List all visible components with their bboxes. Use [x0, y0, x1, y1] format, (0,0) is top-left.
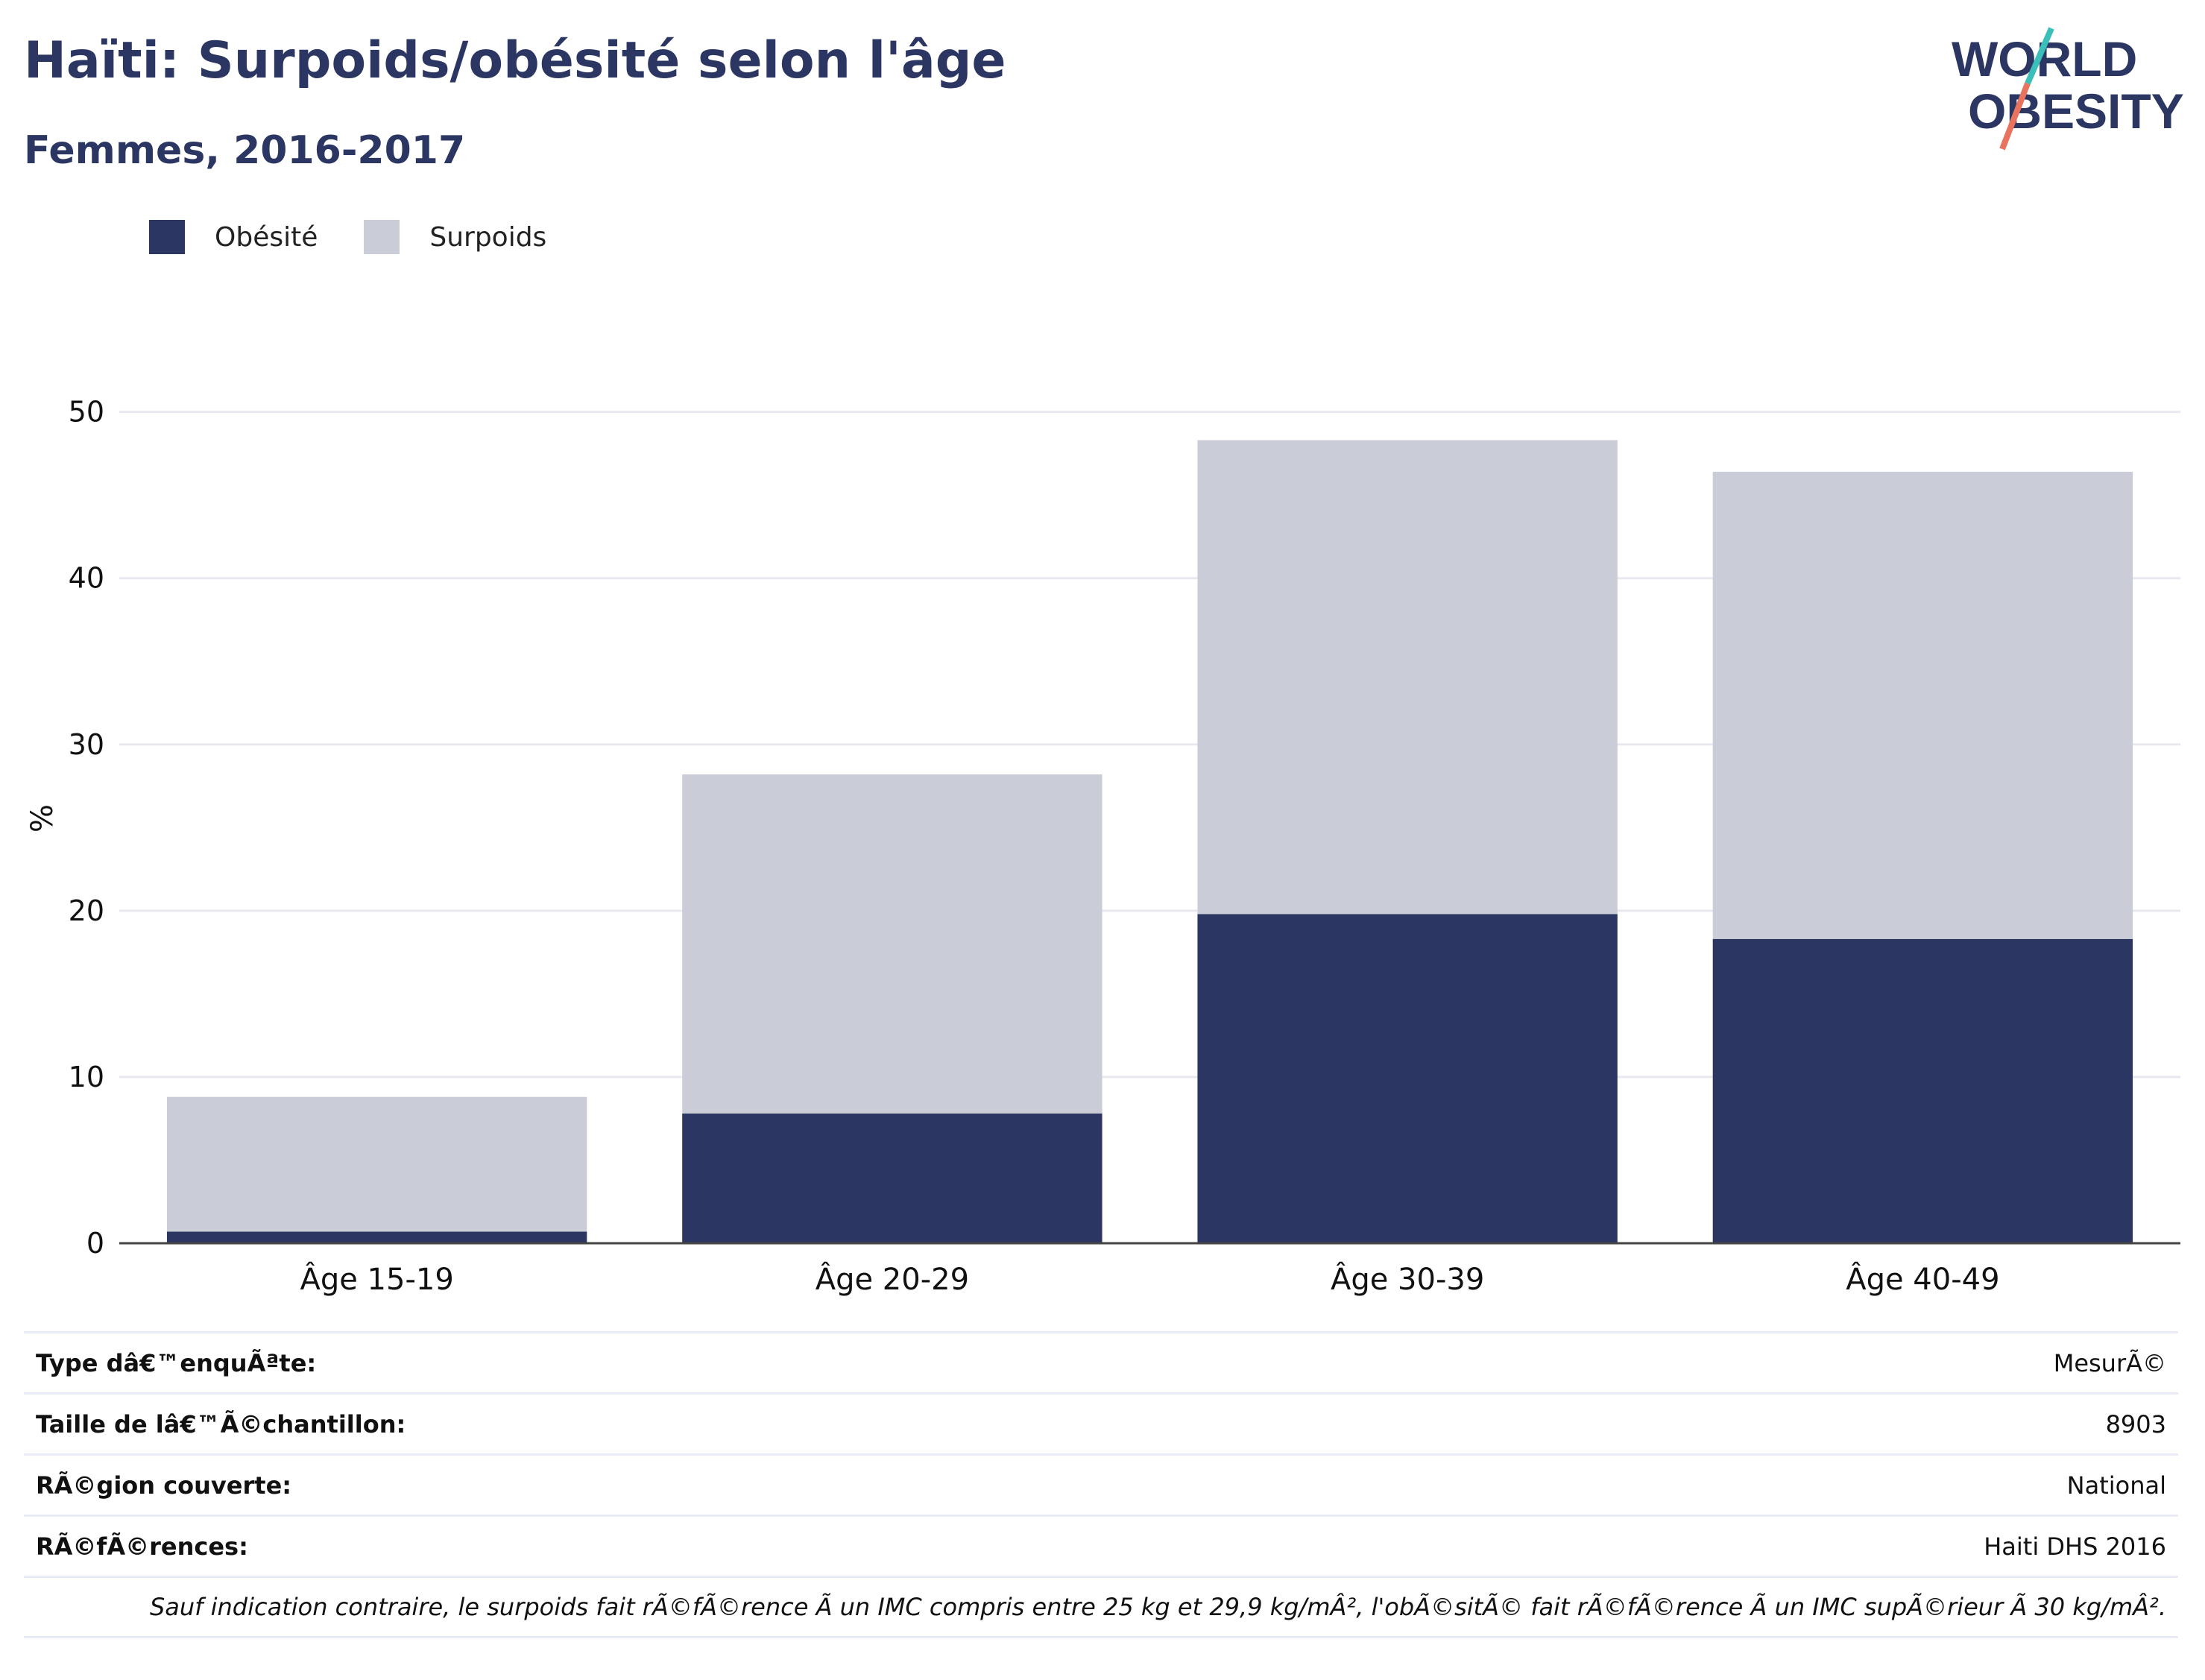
y-tick-label: 40: [69, 562, 104, 595]
meta-label: RÃ©gion couverte:: [36, 1471, 292, 1500]
meta-row-survey-type: Type dâ€™enquÃªte: MesurÃ©: [24, 1331, 2178, 1392]
y-tick-label: 20: [69, 894, 104, 927]
x-tick-label: Âge 40-49: [1846, 1261, 1999, 1297]
legend-swatch-overweight: [364, 220, 400, 254]
legend-swatch-obesity: [149, 220, 185, 254]
meta-value: MesurÃ©: [2053, 1348, 2166, 1377]
legend-item-overweight[interactable]: Surpoids: [364, 220, 546, 254]
bar-overweight: [1712, 471, 2133, 939]
y-axis-label: %: [25, 804, 60, 833]
legend-label-obesity: Obésité: [215, 221, 318, 253]
bar-obesity: [1712, 938, 2133, 1243]
bar-overweight: [1197, 440, 1618, 915]
bar-obesity: [166, 1231, 587, 1243]
meta-label: Taille de lâ€™Ã©chantillon:: [36, 1409, 406, 1439]
chart-title: Haïti: Surpoids/obésité selon l'âge: [24, 31, 1006, 90]
bar-overweight: [682, 774, 1102, 1114]
x-tick-label: Âge 20-29: [816, 1261, 969, 1297]
chart-legend: Obésité Surpoids: [149, 220, 593, 254]
logo-slash-coral: [1999, 82, 2031, 151]
survey-metadata: Type dâ€™enquÃªte: MesurÃ© Taille de lâ€…: [24, 1331, 2178, 1638]
y-tick-label: 30: [69, 728, 104, 761]
stacked-bar-chart: 0 10 20 30 40 50% Âge 15-19 Âge 20-29 Âge 30-39 Â…: [25, 396, 2180, 1297]
meta-value: 8903: [2105, 1409, 2166, 1439]
bar-obesity: [1197, 914, 1618, 1243]
meta-row-region: RÃ©gion couverte: National: [24, 1453, 2178, 1515]
y-tick-label: 0: [86, 1227, 104, 1260]
chart-subtitle: Femmes, 2016-2017: [24, 128, 466, 173]
y-tick-label: 10: [69, 1061, 104, 1093]
logo-line2: OBESITY: [1968, 83, 2184, 139]
legend-label-overweight: Surpoids: [429, 221, 547, 253]
x-tick-label: Âge 30-39: [1331, 1261, 1484, 1297]
world-obesity-logo: WORLD OBESITY: [1952, 27, 2184, 151]
meta-value: Haiti DHS 2016: [1984, 1532, 2166, 1561]
x-tick-label: Âge 15-19: [300, 1261, 453, 1297]
legend-item-obesity[interactable]: Obésité: [149, 220, 318, 254]
meta-label: Type dâ€™enquÃªte:: [36, 1348, 317, 1377]
meta-label: RÃ©fÃ©rences:: [36, 1532, 248, 1561]
definition-note: Sauf indication contraire, le surpoids f…: [24, 1576, 2178, 1638]
meta-row-sample-size: Taille de lâ€™Ã©chantillon: 8903: [24, 1392, 2178, 1453]
meta-row-references: RÃ©fÃ©rences: Haiti DHS 2016: [24, 1515, 2178, 1576]
y-tick-label: 50: [69, 396, 104, 429]
logo-slash-teal: [2025, 27, 2054, 85]
bar-obesity: [682, 1114, 1102, 1243]
bar-overweight: [166, 1096, 587, 1232]
meta-value: National: [2066, 1471, 2166, 1500]
